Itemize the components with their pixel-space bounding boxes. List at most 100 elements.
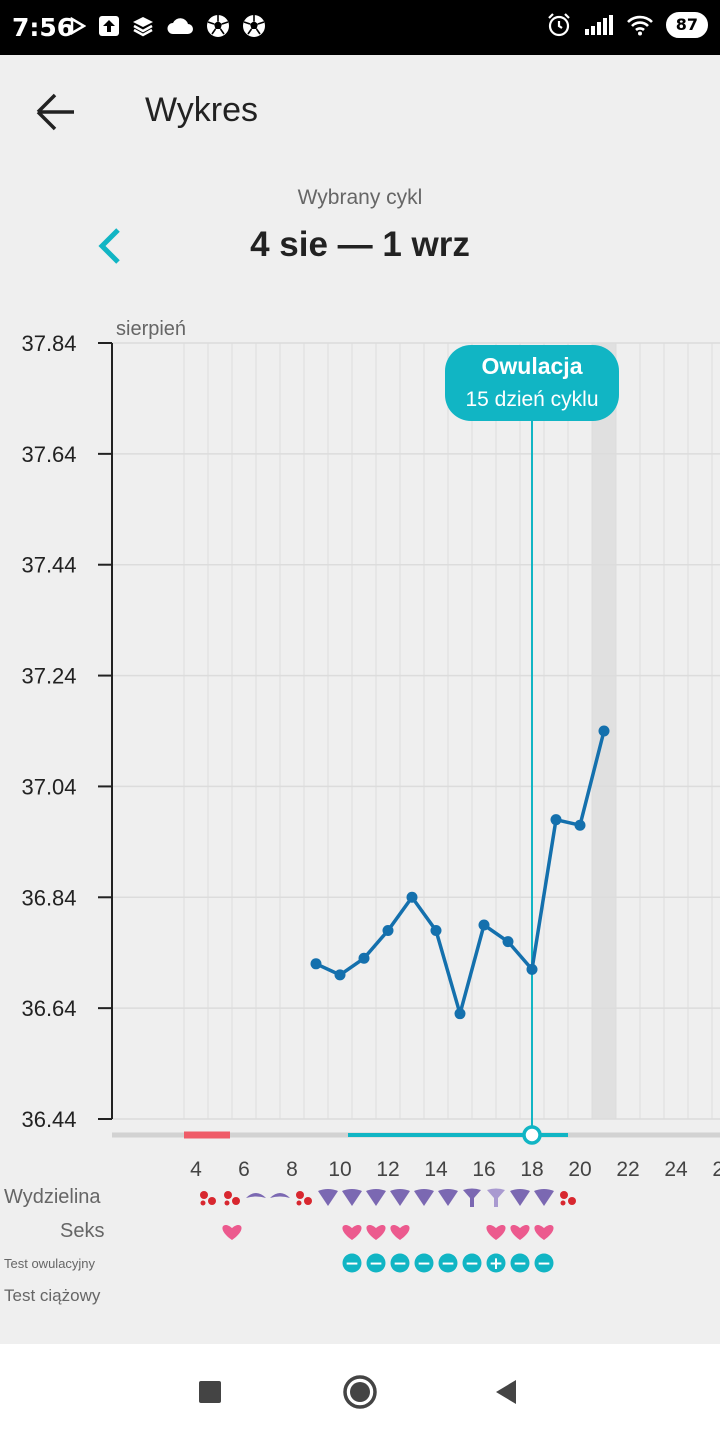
- discharge-cone-icon: [318, 1189, 338, 1206]
- discharge-cone-icon: [534, 1189, 554, 1206]
- cone-shape: [438, 1189, 458, 1206]
- ovulation-tooltip[interactable]: Owulacja 15 dzień cyklu: [445, 345, 619, 421]
- notification-icons: [70, 14, 266, 38]
- cycle-range: 4 sie — 1 wrz: [250, 225, 470, 264]
- system-nav-bar: [0, 1344, 720, 1440]
- recents-button[interactable]: [186, 1368, 234, 1416]
- temperature-chart[interactable]: 37.84 37.64 37.44 37.24 37.04 36.84 36.64 36.44…: [0, 300, 720, 1190]
- timeline-handle[interactable]: [522, 1125, 542, 1145]
- test-result-label: −: [417, 1254, 431, 1274]
- discharge-cone-icon: [438, 1189, 458, 1206]
- temperature-point: [478, 919, 490, 931]
- temperature-point: [358, 952, 370, 964]
- month-label: sierpień: [116, 318, 186, 340]
- discharge-label: Wydzielina: [4, 1186, 101, 1208]
- discharge-drops-icon: [200, 1191, 216, 1206]
- back-button[interactable]: [26, 85, 86, 140]
- previous-cycle-button[interactable]: [88, 222, 132, 270]
- test-circle-icon: [462, 1253, 482, 1273]
- ovulation-test-positive: +: [486, 1253, 506, 1274]
- test-result-label: −: [369, 1254, 383, 1274]
- soccer-ball-icon: [243, 15, 265, 37]
- drop-shape: [200, 1191, 208, 1199]
- x-tick-label: 4: [190, 1158, 202, 1181]
- y-axis-ticks: 37.84 37.64 37.44 37.24 37.04 36.84 36.64 36.44: [21, 331, 112, 1132]
- temperature-point: [454, 1008, 466, 1020]
- discharge-drops-icon: [560, 1191, 576, 1206]
- y-tick-label: 37.04: [21, 774, 76, 799]
- x-tick-label: 24: [664, 1158, 688, 1181]
- y-tick-label: 36.64: [21, 996, 76, 1021]
- ovulation-test-negative: −: [510, 1253, 530, 1274]
- arrow-left-icon: [36, 93, 74, 131]
- discharge-goblet-light-icon: [487, 1188, 505, 1207]
- ovulation-test-negative: −: [414, 1253, 434, 1274]
- lens-shape: [246, 1193, 266, 1198]
- ovulation-test-negative: −: [534, 1253, 554, 1274]
- cycle-timeline[interactable]: [112, 1125, 720, 1145]
- temperature-points: [310, 725, 610, 1020]
- alarm-icon: [547, 13, 570, 37]
- x-tick-label: 22: [616, 1158, 639, 1181]
- heart-icon: [342, 1224, 362, 1240]
- temperature-point: [598, 725, 610, 737]
- temperature-point: [502, 936, 514, 948]
- drop-shape: [208, 1197, 216, 1205]
- drop-shape: [224, 1191, 232, 1199]
- temperature-point: [526, 963, 538, 975]
- test-result-label: −: [537, 1254, 551, 1274]
- cone-shape: [366, 1189, 386, 1206]
- discharge-cone-icon: [390, 1189, 410, 1206]
- heart-icon: [222, 1224, 242, 1240]
- temperature-point: [334, 969, 346, 981]
- cone-shape: [390, 1189, 410, 1206]
- y-tick-label: 36.84: [21, 885, 76, 910]
- x-tick-label: 18: [520, 1158, 543, 1181]
- goblet-shape: [463, 1188, 481, 1207]
- x-tick-label: 10: [328, 1158, 351, 1181]
- x-tick-label: 20: [568, 1158, 591, 1181]
- discharge-cone-icon: [414, 1189, 434, 1206]
- test-result-label: −: [393, 1254, 407, 1274]
- drop-shape: [304, 1197, 312, 1205]
- cone-shape: [318, 1189, 338, 1206]
- drop-shape: [560, 1191, 568, 1199]
- back-nav-button[interactable]: [482, 1368, 530, 1416]
- cone-shape: [342, 1189, 362, 1206]
- discharge-drops-icon: [296, 1191, 312, 1206]
- drop-shape: [200, 1200, 206, 1206]
- status-bar: 7:56 87: [0, 0, 720, 55]
- chart-grid: [112, 342, 720, 1120]
- layers-icon: [133, 17, 153, 37]
- app-bar: Wykres: [0, 55, 720, 170]
- discharge-cone-icon: [366, 1189, 386, 1206]
- test-result-label: −: [513, 1254, 527, 1274]
- cloud-icon: [167, 18, 193, 34]
- temperature-point: [310, 958, 322, 970]
- play-icon: [70, 17, 86, 35]
- ovulation-test-label: Test owulacyjny: [4, 1256, 96, 1271]
- chevron-left-icon: [98, 228, 120, 264]
- triangle-left-icon: [496, 1380, 516, 1404]
- test-result-label: −: [465, 1254, 479, 1274]
- test-circle-icon: [486, 1253, 506, 1273]
- discharge-lens-icon: [246, 1193, 266, 1198]
- wifi-icon: [626, 15, 653, 36]
- ovulation-test-negative: −: [462, 1253, 482, 1274]
- test-result-label: +: [489, 1254, 503, 1274]
- x-tick-label: 12: [376, 1158, 399, 1181]
- goblet-shape: [487, 1188, 505, 1207]
- drop-shape: [296, 1200, 302, 1206]
- pregnancy-test-label: Test ciążowy: [4, 1286, 101, 1305]
- home-button[interactable]: [336, 1368, 384, 1416]
- test-circle-icon: [366, 1253, 386, 1273]
- circle-icon: [343, 1375, 377, 1409]
- x-tick-label: 8: [286, 1158, 298, 1181]
- ovulation-title: Owulacja: [482, 353, 583, 379]
- test-circle-icon: [414, 1253, 434, 1273]
- heart-icon: [510, 1224, 530, 1240]
- drop-shape: [296, 1191, 304, 1199]
- y-tick-label: 37.84: [21, 331, 76, 356]
- heart-icon: [486, 1224, 506, 1240]
- drop-shape: [232, 1197, 240, 1205]
